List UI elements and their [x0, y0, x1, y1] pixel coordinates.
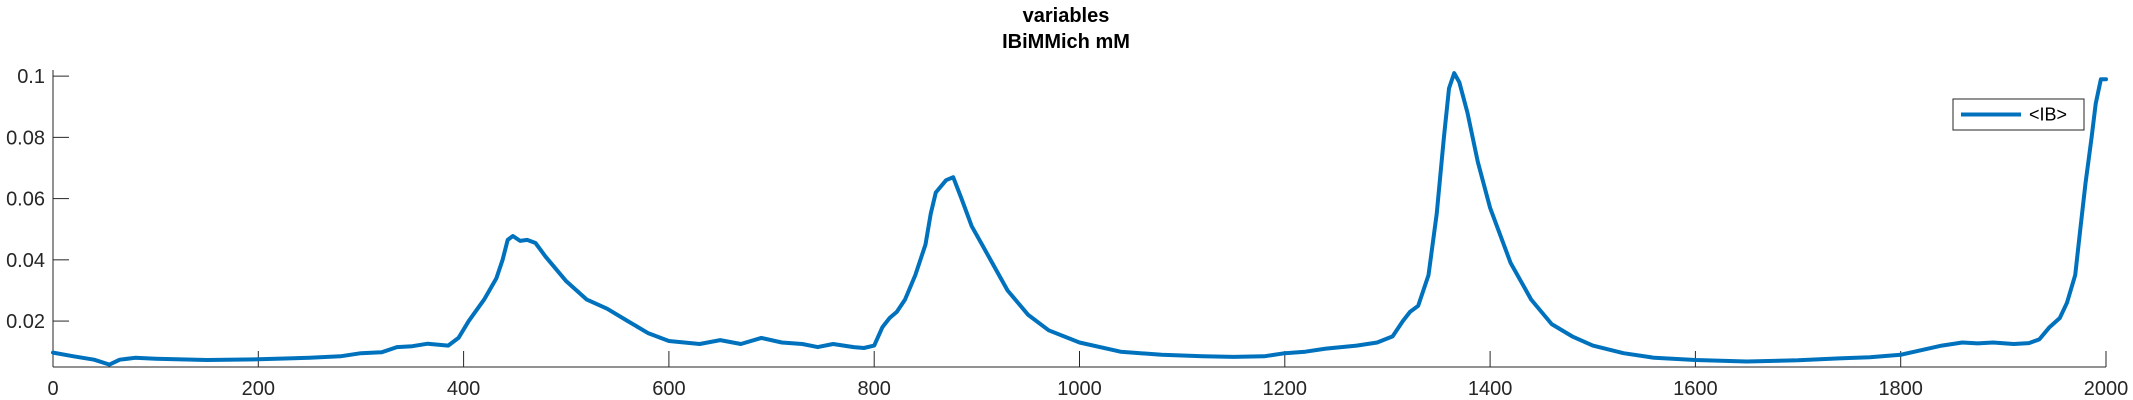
y-tick-label: 0.04: [6, 250, 45, 272]
series-layer: [51, 71, 2108, 367]
x-tick-label: 1600: [1673, 378, 1718, 400]
legend-label: <IB>: [2029, 105, 2067, 125]
x-tick-label: 800: [858, 378, 891, 400]
x-tick-label: 200: [242, 378, 275, 400]
y-tick-label: 0.1: [17, 66, 45, 88]
x-tick-label: 0: [47, 378, 58, 400]
x-tick-label: 1200: [1263, 378, 1308, 400]
y-tick-label: 0.02: [6, 311, 45, 333]
x-tick-label: 600: [652, 378, 685, 400]
chart-title: variables: [1023, 5, 1110, 27]
x-tick-label: 2000: [2084, 378, 2129, 400]
y-tick-label: 0.08: [6, 127, 45, 149]
legend: <IB>: [1952, 98, 2085, 131]
x-tick-label: 1000: [1057, 378, 1102, 400]
series-line: [51, 71, 2108, 367]
x-tick-label: 1400: [1468, 378, 1513, 400]
chart-subtitle: IBiMMich mM: [1002, 31, 1130, 53]
x-tick-label: 400: [447, 378, 480, 400]
axes: 0 200 400 600 800 1000 1200 1400 1600 1800 2000 0.0…: [6, 66, 2128, 400]
y-tick-label: 0.06: [6, 189, 45, 211]
x-tick-label: 1800: [1878, 378, 1923, 400]
